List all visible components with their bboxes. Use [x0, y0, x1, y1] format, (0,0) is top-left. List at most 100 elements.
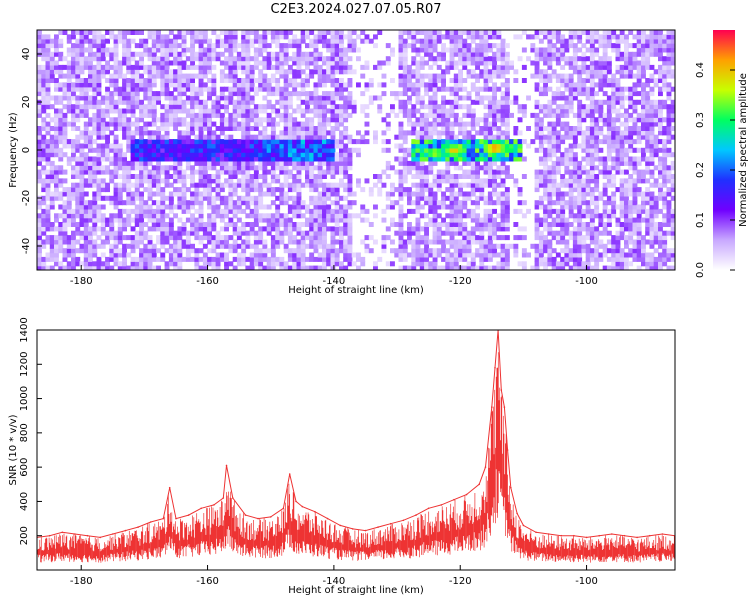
heatmap-cell: [517, 117, 523, 123]
heatmap-cell: [322, 230, 327, 236]
heatmap-cell: [309, 243, 315, 249]
heatmap-cell: [224, 256, 229, 262]
heatmap-cell: [441, 108, 446, 114]
heatmap-cell: [296, 243, 302, 249]
heatmap-cell: [71, 174, 76, 179]
heatmap-cell: [475, 147, 480, 153]
heatmap-cell: [373, 204, 378, 210]
heatmap-cell: [343, 195, 349, 201]
heatmap-cell: [313, 56, 319, 62]
heatmap-cell: [181, 204, 187, 210]
heatmap-cell: [224, 60, 229, 66]
heatmap-cell: [287, 182, 293, 188]
heatmap-cell: [407, 226, 412, 232]
heatmap-cell: [339, 165, 344, 171]
heatmap-cell: [500, 178, 506, 184]
heatmap-cell: [360, 38, 366, 44]
heatmap-cell: [470, 99, 476, 105]
heatmap-cell: [41, 34, 47, 40]
heatmap-cell: [292, 226, 298, 232]
heatmap-cell: [215, 134, 221, 140]
heatmap-cell: [326, 121, 332, 127]
heatmap-cell: [185, 165, 191, 171]
heatmap-cell: [534, 252, 540, 258]
heatmap-cell: [432, 152, 438, 158]
heatmap-cell: [517, 104, 523, 110]
heatmap-cell: [309, 73, 315, 79]
heatmap-cell: [275, 156, 281, 162]
heatmap-cell: [219, 252, 225, 258]
heatmap-cell: [441, 73, 446, 79]
heatmap-cell: [215, 169, 221, 175]
heatmap-cell: [83, 204, 89, 210]
heatmap-cell: [164, 222, 170, 227]
heatmap-cell: [117, 208, 123, 214]
heatmap-cell: [292, 208, 298, 214]
heatmap-cell: [207, 191, 212, 197]
heatmap-cell: [130, 174, 136, 179]
heatmap-cell: [296, 256, 302, 262]
heatmap-cell: [577, 99, 583, 105]
heatmap-cell: [105, 235, 110, 241]
heatmap-cell: [249, 73, 255, 79]
heatmap-cell: [287, 121, 293, 127]
heatmap-cell: [458, 43, 463, 49]
heatmap-cell: [432, 248, 438, 254]
heatmap-cell: [305, 82, 310, 88]
heatmap-cell: [339, 169, 344, 175]
heatmap-cell: [334, 256, 340, 262]
heatmap-cell: [66, 121, 72, 127]
heatmap-cell: [492, 126, 497, 131]
heatmap-cell: [398, 160, 404, 166]
heatmap-cell: [83, 256, 89, 262]
heatmap-cell: [75, 191, 81, 197]
heatmap-cell: [568, 208, 574, 214]
heatmap-cell: [381, 73, 387, 79]
heatmap-cell: [330, 147, 336, 153]
heatmap-cell: [475, 139, 480, 145]
heatmap-cell: [164, 60, 170, 66]
heatmap-cell: [156, 165, 161, 171]
heatmap-cell: [572, 256, 578, 262]
heatmap-cell: [219, 152, 225, 158]
heatmap-cell: [130, 112, 136, 118]
heatmap-cell: [343, 99, 349, 105]
heatmap-cell: [275, 91, 281, 97]
heatmap-cell: [198, 108, 204, 114]
heatmap-cell: [45, 213, 51, 219]
heatmap-cell: [113, 64, 119, 70]
heatmap-cell: [228, 147, 234, 153]
heatmap-cell: [407, 165, 412, 171]
heatmap-cell: [160, 139, 166, 145]
heatmap-cell: [415, 73, 421, 79]
heatmap-cell: [305, 256, 310, 262]
heatmap-cell: [109, 82, 115, 88]
heatmap-cell: [330, 200, 336, 206]
heatmap-cell: [143, 104, 149, 110]
heatmap-cell: [313, 243, 319, 249]
heatmap-cell: [207, 204, 212, 210]
heatmap-cell: [151, 248, 157, 254]
heatmap-cell: [79, 147, 85, 153]
heatmap-cell: [390, 200, 395, 206]
heatmap-cell: [177, 165, 183, 171]
heatmap-cell: [326, 56, 332, 62]
heatmap-cell: [105, 222, 110, 227]
heatmap-cell: [62, 226, 68, 232]
heatmap-cell: [224, 265, 229, 270]
heatmap-cell: [547, 38, 553, 44]
heatmap-cell: [475, 213, 480, 219]
heatmap-cell: [151, 165, 157, 171]
heatmap-cell: [560, 239, 566, 245]
heatmap-cell: [181, 104, 187, 110]
heatmap-cell: [309, 56, 315, 62]
heatmap-cell: [470, 160, 476, 166]
heatmap-cell: [88, 243, 93, 249]
heatmap-cell: [245, 30, 251, 35]
heatmap-cell: [100, 34, 106, 40]
heatmap-cell: [126, 182, 132, 188]
heatmap-cell: [330, 235, 336, 241]
heatmap-cell: [287, 139, 293, 145]
heatmap-cell: [270, 178, 276, 184]
heatmap-cell: [475, 252, 480, 258]
